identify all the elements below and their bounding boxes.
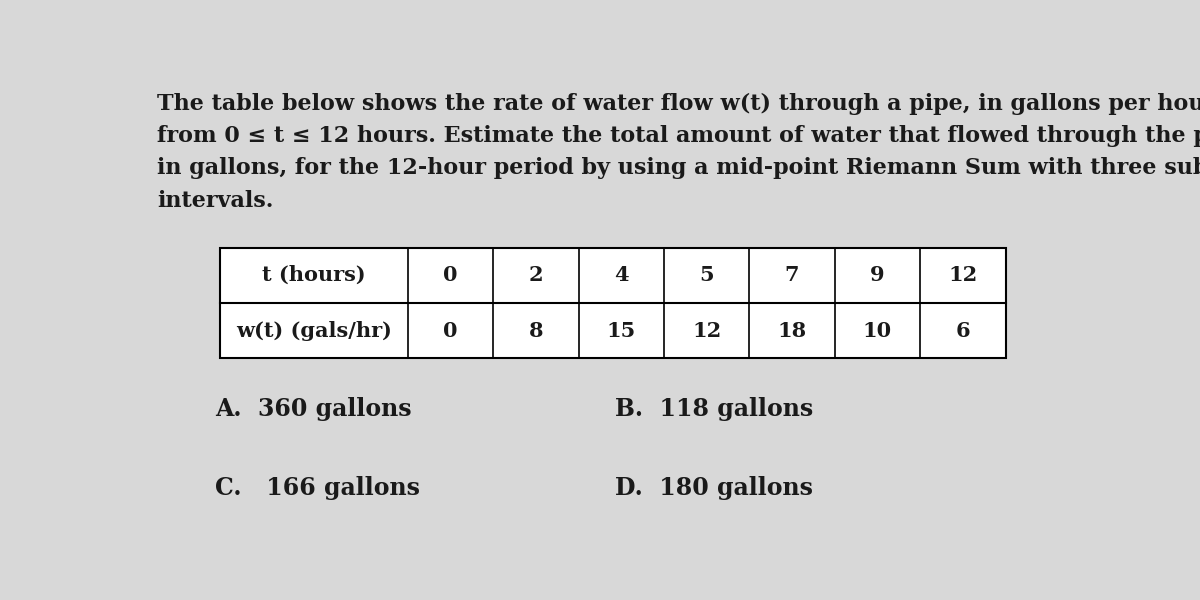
Text: 5: 5: [700, 265, 714, 285]
Text: 12: 12: [948, 265, 978, 285]
Text: D.  180 gallons: D. 180 gallons: [616, 476, 814, 500]
Text: The table below shows the rate of water flow w(t) through a pipe, in gallons per: The table below shows the rate of water …: [157, 93, 1200, 115]
Text: C.   166 gallons: C. 166 gallons: [215, 476, 420, 500]
Text: 0: 0: [443, 321, 457, 341]
Text: 15: 15: [606, 321, 636, 341]
Text: in gallons, for the 12-hour period by using a mid-point Riemann Sum with three s: in gallons, for the 12-hour period by us…: [157, 157, 1200, 179]
Text: 7: 7: [785, 265, 799, 285]
Text: B.  118 gallons: B. 118 gallons: [616, 397, 814, 421]
Text: 8: 8: [528, 321, 544, 341]
Text: w(t) (gals/hr): w(t) (gals/hr): [235, 321, 391, 341]
Text: A.  360 gallons: A. 360 gallons: [215, 397, 412, 421]
Text: 0: 0: [443, 265, 457, 285]
Text: 12: 12: [692, 321, 721, 341]
Text: t (hours): t (hours): [262, 265, 366, 285]
Text: 10: 10: [863, 321, 892, 341]
Text: intervals.: intervals.: [157, 190, 274, 212]
Text: 4: 4: [614, 265, 629, 285]
Text: 18: 18: [778, 321, 806, 341]
Text: 2: 2: [528, 265, 544, 285]
Text: from 0 ≤ t ≤ 12 hours. Estimate the total amount of water that flowed through th: from 0 ≤ t ≤ 12 hours. Estimate the tota…: [157, 125, 1200, 147]
Text: 9: 9: [870, 265, 884, 285]
Text: 6: 6: [955, 321, 971, 341]
